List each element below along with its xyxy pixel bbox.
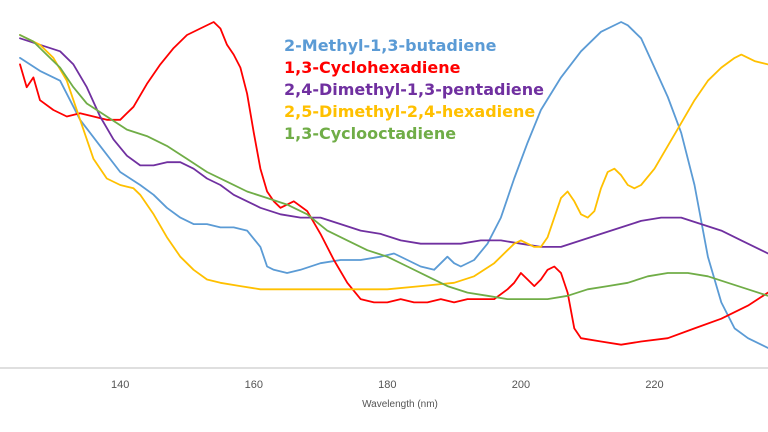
series-line-2: [19, 21, 768, 346]
x-tick-label: 220: [645, 379, 663, 391]
x-axis-title: Wavelength (nm): [362, 399, 438, 410]
series-line-1: [19, 21, 768, 349]
x-tick-label: 200: [512, 379, 530, 391]
series-line-5: [19, 34, 768, 300]
legend-item-2: 1,3-Cyclohexadiene: [284, 58, 461, 77]
series-line-3: [19, 37, 768, 255]
legend-item-1: 2-Methyl-1,3-butadiene: [284, 36, 497, 55]
legend-item-5: 1,3-Cyclooctadiene: [284, 124, 456, 143]
x-tick-label: 140: [111, 379, 129, 391]
series-lines: [19, 21, 768, 349]
series-line-4: [19, 34, 768, 291]
legend-item-4: 2,5-Dimethyl-2,4-hexadiene: [284, 102, 535, 121]
x-axis-ticks: 140 160 180 200 220: [111, 379, 664, 391]
legend-item-3: 2,4-Dimethyl-1,3-pentadiene: [284, 80, 544, 99]
x-tick-label: 160: [245, 379, 263, 391]
x-tick-label: 180: [378, 379, 396, 391]
legend: 2-Methyl-1,3-butadiene 1,3-Cyclohexadiene…: [284, 36, 544, 143]
